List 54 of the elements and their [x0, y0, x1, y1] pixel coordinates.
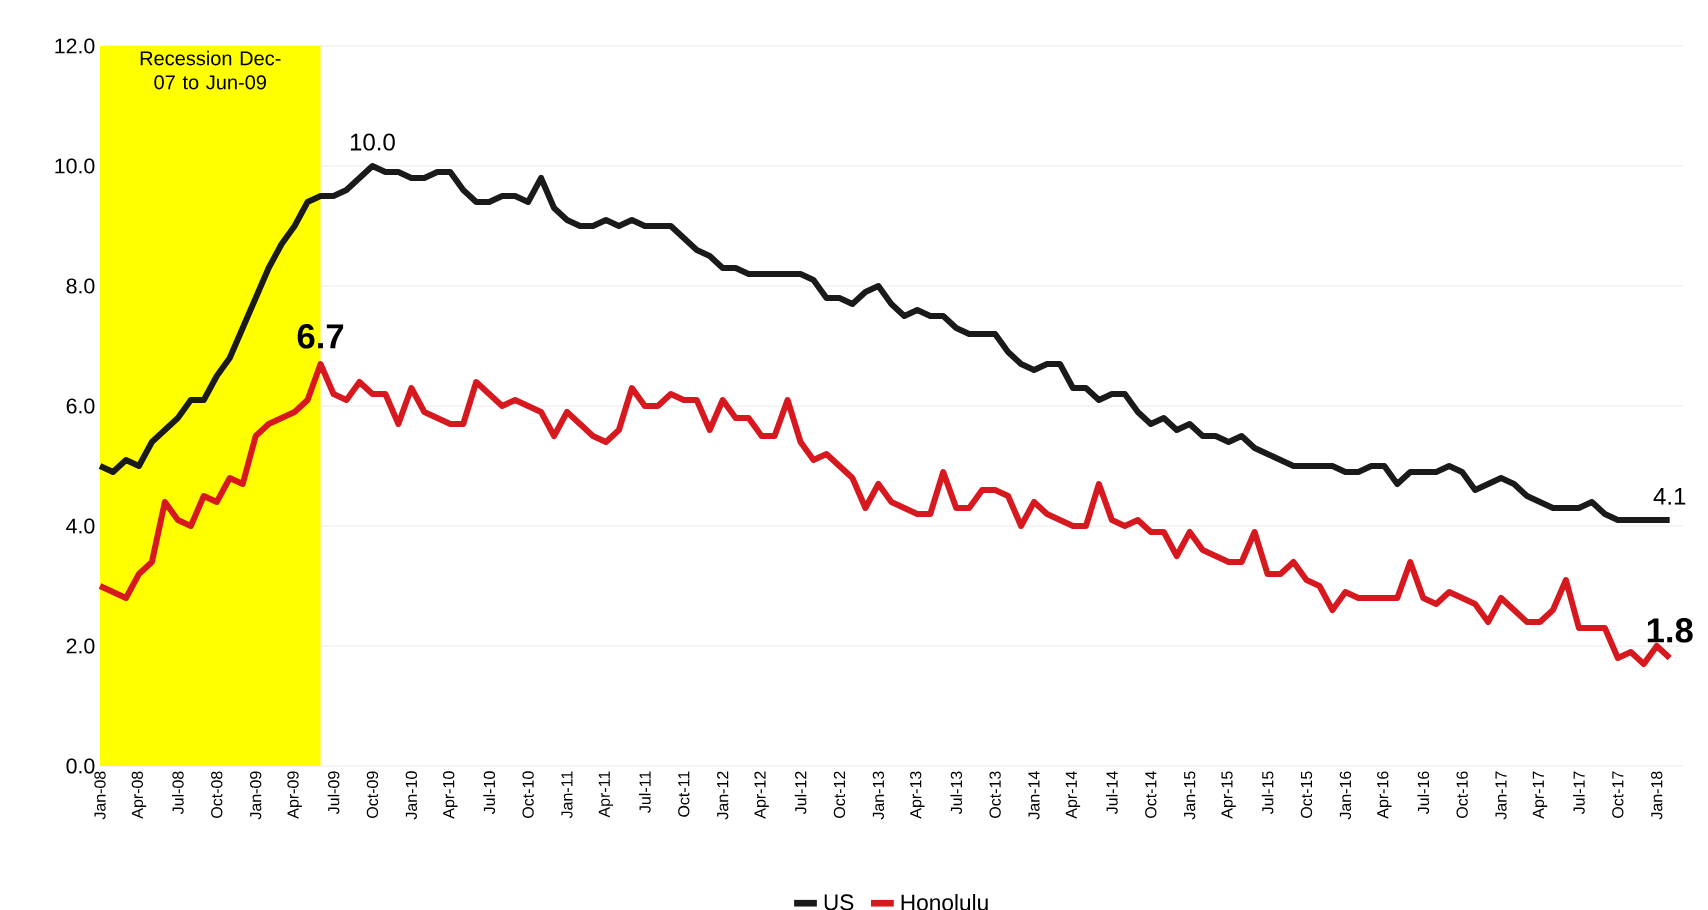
y-tick-label: 4.0: [66, 518, 95, 534]
x-tick-label: Apr-13: [910, 771, 925, 819]
x-tick-label: Apr-14: [1065, 771, 1081, 819]
x-tick-label: Jul-16: [1417, 771, 1430, 815]
x-tick-label: Jul-13: [950, 771, 963, 815]
x-tick-label: Oct-11: [678, 771, 690, 817]
legend-label: Honolulu: [901, 894, 988, 910]
y-tick-label: 12.0: [55, 38, 95, 54]
x-tick-label: Oct-12: [833, 771, 846, 818]
x-tick-label: Jul-14: [1106, 771, 1118, 815]
annotation: 4.1: [1653, 488, 1686, 505]
x-tick-label: Jan-10: [405, 771, 418, 820]
x-tick-label: Jan-14: [1028, 771, 1040, 820]
legend-label: US: [824, 894, 854, 910]
y-tick-label: 8.0: [66, 278, 95, 294]
x-tick-label: Apr-09: [287, 771, 302, 819]
x-tick-label: Jan-11: [561, 771, 573, 819]
x-tick-label: Jan-08: [94, 771, 106, 820]
x-tick-label: Jan-18: [1651, 771, 1663, 820]
x-tick-label: Oct-15: [1300, 771, 1313, 818]
x-tick-label: Apr-16: [1377, 771, 1392, 819]
x-tick-label: Oct-17: [1612, 771, 1624, 818]
x-tick-label: Jan-16: [1339, 771, 1352, 820]
x-tick-label: Apr-10: [443, 771, 458, 819]
x-tick-label: Oct-09: [366, 771, 379, 818]
band-label: Recession Dec-07 to Jun-09: [140, 50, 281, 90]
x-tick-label: Oct-08: [211, 771, 223, 818]
x-tick-label: Jul-12: [794, 771, 807, 815]
y-tick-label: 6.0: [66, 398, 95, 414]
x-tick-label: Jul-10: [483, 771, 496, 815]
y-tick-label: 0.0: [66, 758, 95, 774]
y-tick-label: 10.0: [55, 158, 95, 174]
x-tick-label: Apr-08: [131, 771, 147, 819]
x-tick-label: Jul-11: [639, 771, 651, 813]
x-tick-label: Apr-12: [754, 771, 769, 819]
x-tick-label: Jan-17: [1495, 771, 1507, 820]
x-tick-label: Jul-15: [1261, 771, 1274, 815]
x-tick-label: Oct-14: [1145, 771, 1157, 818]
x-tick-label: Jan-09: [250, 771, 262, 820]
x-tick-label: Apr-15: [1221, 771, 1236, 819]
x-tick-label: Jan-13: [872, 771, 885, 820]
annotation: 10.0: [350, 133, 395, 151]
x-tick-label: Jul-09: [327, 771, 340, 815]
x-tick-label: Apr-11: [598, 771, 614, 818]
x-tick-label: Jan-12: [717, 771, 729, 820]
x-tick-label: Jan-15: [1184, 771, 1196, 820]
annotation: 1.8: [1647, 618, 1693, 643]
y-tick-label: 2.0: [66, 638, 95, 654]
x-tick-label: Apr-17: [1532, 771, 1548, 819]
x-tick-label: Oct-16: [1456, 771, 1468, 818]
x-tick-label: Oct-10: [522, 771, 534, 818]
x-tick-label: Jul-08: [171, 771, 184, 815]
x-tick-label: Oct-13: [989, 771, 1001, 818]
x-tick-label: Jul-17: [1573, 771, 1585, 815]
